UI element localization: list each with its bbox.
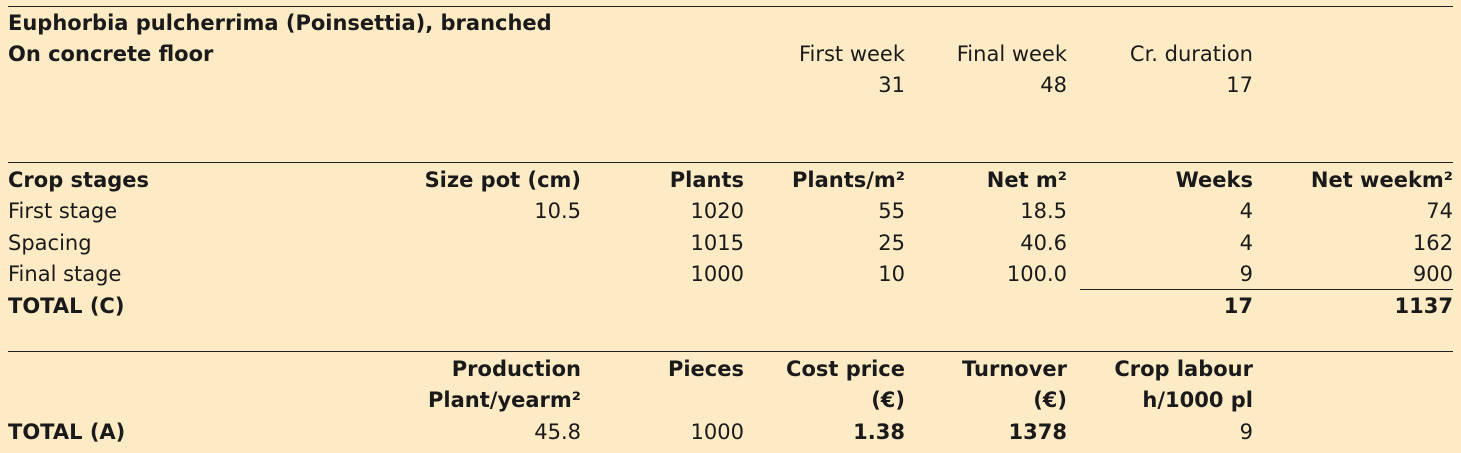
col-header-net-m2: Net m² — [986, 168, 1067, 192]
col-header-size-pot: Size pot (cm) — [424, 168, 581, 192]
weeks-cell: 9 — [1239, 262, 1253, 286]
net-m2-cell: 18.5 — [1020, 199, 1067, 223]
page-subtitle: On concrete floor — [8, 42, 214, 66]
stage-name: Spacing — [8, 231, 92, 255]
cost-price-unit: (€) — [871, 388, 905, 412]
stage-name: First stage — [8, 199, 118, 223]
duration-label: Cr. duration — [1129, 42, 1253, 66]
total-net-weekm2: 1137 — [1394, 294, 1453, 318]
plants-per-m2-cell: 10 — [878, 262, 905, 286]
plants-per-m2-cell: 55 — [878, 199, 905, 223]
plants-cell: 1000 — [690, 262, 744, 286]
total-c-label: TOTAL (C) — [8, 294, 125, 318]
production-header-unit: Plant/yearm² — [428, 388, 581, 412]
col-header-plants-per-m2: Plants/m² — [792, 168, 905, 192]
weeks-cell: 4 — [1239, 231, 1253, 255]
plants-per-m2-cell: 25 — [878, 231, 905, 255]
final-week-value: 48 — [1040, 73, 1067, 97]
total-weeks: 17 — [1223, 294, 1253, 318]
net-weekm2-cell: 74 — [1426, 199, 1453, 223]
top-rule — [8, 6, 1453, 7]
cost-price-value: 1.38 — [853, 420, 905, 444]
weeks-cell: 4 — [1239, 199, 1253, 223]
final-week-label: Final week — [956, 42, 1067, 66]
col-header-crop-stages: Crop stages — [8, 168, 150, 192]
pieces-header: Pieces — [667, 357, 744, 381]
duration-value: 17 — [1226, 73, 1253, 97]
stage-name: Final stage — [8, 262, 122, 286]
crop-labour-header: Crop labour — [1114, 357, 1253, 381]
total-rule — [1080, 289, 1453, 290]
total-a-label: TOTAL (A) — [8, 420, 126, 444]
cost-price-header: Cost price — [786, 357, 905, 381]
net-m2-cell: 40.6 — [1020, 231, 1067, 255]
crop-labour-value: 9 — [1239, 420, 1253, 444]
net-weekm2-cell: 900 — [1412, 262, 1453, 286]
net-weekm2-cell: 162 — [1412, 231, 1453, 255]
stages-rule — [8, 162, 1453, 163]
plants-cell: 1020 — [690, 199, 744, 223]
first-week-label: First week — [798, 42, 905, 66]
turnover-value: 1378 — [1008, 420, 1067, 444]
size-pot-cell: 10.5 — [534, 199, 581, 223]
col-header-weeks: Weeks — [1175, 168, 1253, 192]
page-title: Euphorbia pulcherrima (Poinsettia), bran… — [8, 11, 552, 35]
crop-labour-unit: h/1000 pl — [1142, 388, 1253, 412]
production-value: 45.8 — [534, 420, 581, 444]
first-week-value: 31 — [878, 73, 905, 97]
col-header-net-weekm2: Net weekm² — [1310, 168, 1453, 192]
plants-cell: 1015 — [690, 231, 744, 255]
pieces-value: 1000 — [690, 420, 744, 444]
turnover-unit: (€) — [1033, 388, 1067, 412]
turnover-header: Turnover — [962, 357, 1067, 381]
net-m2-cell: 100.0 — [1006, 262, 1067, 286]
col-header-plants: Plants — [669, 168, 744, 192]
production-header: Production — [451, 357, 581, 381]
summary-rule — [8, 351, 1453, 352]
